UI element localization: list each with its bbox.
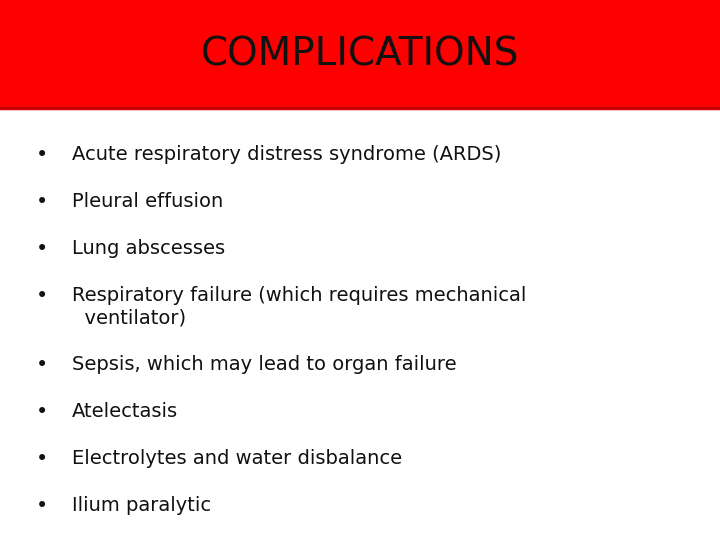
Text: Ilium paralytic: Ilium paralytic <box>72 496 211 515</box>
Text: •: • <box>36 402 48 422</box>
Text: Atelectasis: Atelectasis <box>72 402 178 421</box>
Text: Sepsis, which may lead to organ failure: Sepsis, which may lead to organ failure <box>72 355 456 374</box>
Text: •: • <box>36 145 48 165</box>
Text: Acute respiratory distress syndrome (ARDS): Acute respiratory distress syndrome (ARD… <box>72 145 501 164</box>
Text: •: • <box>36 239 48 259</box>
Text: •: • <box>36 192 48 212</box>
Text: Respiratory failure (which requires mechanical
  ventilator): Respiratory failure (which requires mech… <box>72 286 526 328</box>
Text: COMPLICATIONS: COMPLICATIONS <box>201 35 519 73</box>
Text: Electrolytes and water disbalance: Electrolytes and water disbalance <box>72 449 402 468</box>
Text: Pleural effusion: Pleural effusion <box>72 192 223 211</box>
Text: •: • <box>36 449 48 469</box>
Text: •: • <box>36 355 48 375</box>
Text: Lung abscesses: Lung abscesses <box>72 239 225 258</box>
Bar <box>0 0 720 108</box>
Text: •: • <box>36 496 48 516</box>
Text: •: • <box>36 286 48 306</box>
